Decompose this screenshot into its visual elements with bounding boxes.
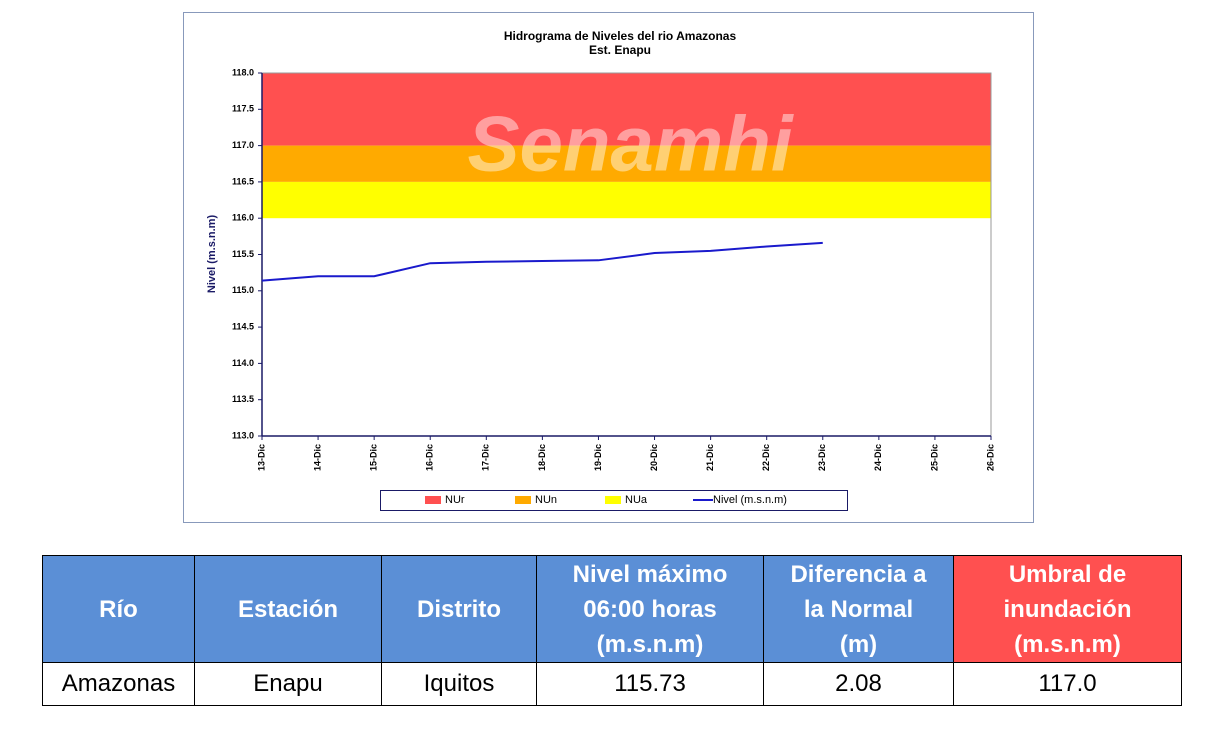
x-tick-label: 22-Dic: [761, 444, 771, 471]
header-text: Nivel máximo: [572, 560, 728, 588]
y-tick-label: 115.0: [232, 285, 254, 295]
y-tick-label: 116.0: [232, 213, 254, 223]
threshold-band: [262, 181, 991, 219]
x-tick-label: 24-Dic: [873, 444, 883, 471]
x-tick-label: 21-Dic: [705, 444, 715, 471]
header-text: la Normal: [803, 595, 914, 623]
threshold-band: [262, 145, 991, 182]
y-tick-label: 117.0: [232, 140, 254, 150]
y-axis-label: Nivel (m.s.n.m): [206, 215, 218, 294]
header-cell: Estación: [194, 555, 382, 663]
x-tick-label: 18-Dic: [537, 444, 547, 471]
header-text: 06:00 horas: [583, 595, 717, 623]
table-row: Amazonas Enapu Iquitos 115.73 2.08 117.0: [42, 662, 1182, 706]
x-tick-label: 13-Dic: [256, 444, 266, 471]
header-cell: Diferencia a la Normal (m): [763, 555, 954, 663]
y-tick-label: 114.0: [232, 358, 254, 368]
y-tick-label: 113.5: [232, 394, 254, 404]
legend-swatch: [605, 496, 621, 504]
header-text: Distrito: [417, 595, 501, 623]
header-text: Río: [99, 595, 138, 623]
header-text: inundación: [1003, 595, 1132, 623]
chart-title: Hidrograma de Niveles del rio Amazonas: [504, 29, 737, 43]
header-text: (m.s.n.m): [1014, 630, 1121, 658]
y-tick-label: 117.5: [232, 104, 254, 114]
header-text: Umbral de: [1008, 560, 1127, 588]
table-cell: 2.08: [763, 662, 954, 706]
x-tick-label: 16-Dic: [425, 444, 435, 471]
x-tick-label: 26-Dic: [985, 444, 995, 471]
table-cell: Amazonas: [42, 662, 195, 706]
x-tick-label: 17-Dic: [481, 444, 491, 471]
table-cell: 115.73: [536, 662, 764, 706]
header-text: (m): [839, 630, 878, 658]
y-tick-label: 115.5: [232, 249, 254, 259]
header-cell: Nivel máximo 06:00 horas (m.s.n.m): [536, 555, 764, 663]
y-tick-label: 114.5: [232, 321, 254, 331]
y-tick-label: 113.0: [232, 430, 254, 440]
x-tick-label: 15-Dic: [369, 444, 379, 471]
y-tick-label: 118.0: [232, 67, 254, 77]
series-line: [261, 241, 823, 282]
legend-label: NUr: [445, 494, 465, 506]
y-tick-label: 116.5: [232, 176, 254, 186]
header-cell: Umbral de inundación (m.s.n.m): [953, 555, 1182, 663]
table-cell: 117.0: [953, 662, 1182, 706]
x-tick-label: 23-Dic: [817, 444, 827, 471]
header-cell: Distrito: [381, 555, 537, 663]
watermark: Senamhi: [467, 100, 793, 188]
chart: Hidrograma de Niveles del rio Amazonas E…: [183, 12, 1034, 523]
threshold-band: [262, 73, 991, 146]
x-tick-label: 19-Dic: [593, 444, 603, 471]
x-tick-label: 25-Dic: [929, 444, 939, 471]
summary-table: Río Estación Distrito Nivel máximo 06:00 hor…: [42, 555, 1182, 706]
header-text: Estación: [237, 595, 339, 623]
legend-label: NUa: [625, 494, 648, 506]
header-text: Diferencia a: [790, 560, 927, 588]
table-cell: Iquitos: [381, 662, 537, 706]
header-text: (m.s.n.m): [596, 630, 704, 658]
x-tick-label: 20-Dic: [649, 444, 659, 471]
legend-swatch: [425, 496, 441, 504]
x-tick-label: 14-Dic: [312, 444, 322, 471]
legend-swatch: [515, 496, 531, 504]
table-cell: Enapu: [194, 662, 382, 706]
legend-label: Nivel (m.s.n.m): [713, 494, 787, 506]
header-cell: Río: [42, 555, 195, 663]
chart-subtitle: Est. Enapu: [589, 43, 651, 57]
legend-label: NUn: [535, 494, 557, 506]
